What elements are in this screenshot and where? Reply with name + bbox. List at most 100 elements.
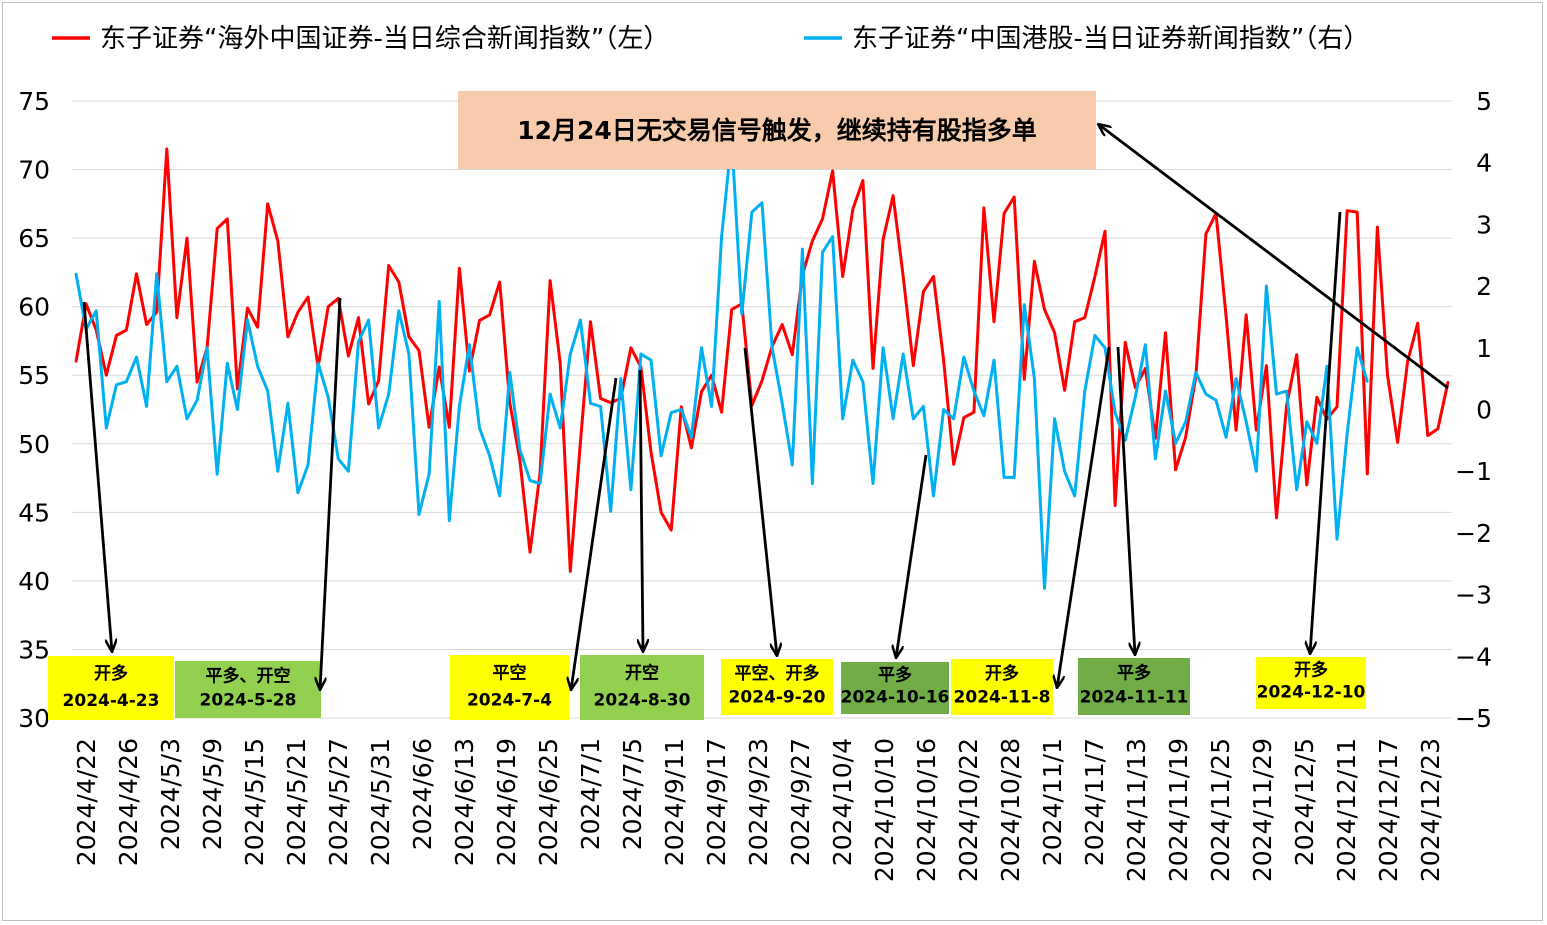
y-right-tick-label: −5 bbox=[1455, 704, 1492, 733]
series-1-point bbox=[982, 206, 986, 210]
series-1-point bbox=[256, 326, 259, 329]
series-1-point bbox=[1396, 441, 1399, 444]
series-2-point bbox=[246, 318, 249, 322]
series-2-point bbox=[1083, 389, 1087, 393]
y-right-tick-label: 5 bbox=[1476, 87, 1492, 116]
series-2-point bbox=[256, 365, 259, 368]
x-tick-label: 2024/12/11 bbox=[1332, 738, 1361, 882]
series-2-point bbox=[589, 402, 592, 405]
series-2-point bbox=[992, 358, 996, 362]
signal-action: 平多 bbox=[878, 665, 912, 686]
series-2-point bbox=[337, 457, 340, 461]
series-1-point bbox=[276, 239, 279, 243]
series-2-point bbox=[1194, 371, 1198, 374]
series-2-point bbox=[125, 380, 128, 383]
series-1-point bbox=[115, 334, 118, 337]
x-tick-label: 2024/7/5 bbox=[618, 738, 647, 850]
x-tick-label: 2024/11/1 bbox=[1038, 738, 1067, 866]
signal-box-5 bbox=[721, 659, 833, 715]
series-2-point bbox=[296, 491, 300, 494]
series-2-point bbox=[1275, 392, 1278, 396]
signal-action: 平多 bbox=[1117, 663, 1151, 684]
series-2-point bbox=[1023, 303, 1026, 306]
series-2-point bbox=[831, 235, 834, 238]
x-tick-label: 2024/4/26 bbox=[114, 738, 143, 866]
series-2-point bbox=[1204, 392, 1208, 396]
series-1-point bbox=[680, 405, 683, 408]
callout-text: 12月24日无交易信号触发，继续持有股指多单 bbox=[517, 116, 1037, 145]
series-2-point bbox=[387, 392, 390, 396]
signal-date: 2024-7-4 bbox=[467, 691, 552, 711]
x-tick-label: 2024/11/29 bbox=[1248, 738, 1277, 882]
series-2-point bbox=[448, 519, 451, 522]
series-2-point bbox=[175, 365, 179, 368]
series-1-point bbox=[1234, 428, 1238, 432]
x-tick-label: 2024/6/6 bbox=[408, 738, 437, 850]
y-right-tick-label: −3 bbox=[1455, 581, 1492, 610]
x-tick-label: 2024/6/13 bbox=[450, 738, 479, 866]
series-2-point bbox=[316, 362, 320, 365]
series-2-point bbox=[1295, 488, 1298, 491]
x-tick-label: 2024/5/21 bbox=[282, 738, 311, 866]
series-2-point bbox=[498, 494, 501, 498]
series-2-point bbox=[1013, 476, 1016, 479]
series-1-point bbox=[377, 379, 380, 382]
series-1-point bbox=[175, 316, 179, 319]
series-1-point bbox=[811, 239, 814, 243]
x-tick-label: 2024/10/16 bbox=[912, 738, 941, 882]
annotation-arrow bbox=[896, 454, 928, 658]
signal-box-6 bbox=[841, 662, 949, 714]
series-1-point bbox=[195, 380, 199, 384]
signal-box-4 bbox=[580, 655, 704, 720]
series-1-point bbox=[952, 463, 955, 466]
series-2-point bbox=[1174, 442, 1177, 445]
series-2-point bbox=[881, 346, 885, 349]
signal-box-8 bbox=[1078, 658, 1190, 715]
series-1-point bbox=[700, 390, 703, 393]
annotation-arrow bbox=[571, 377, 618, 690]
series-1-point bbox=[125, 328, 128, 332]
series-2-point bbox=[962, 355, 965, 359]
series-2-point bbox=[377, 426, 380, 430]
legend-label-1: 东子证券“海外中国证券-当日综合新闻指数”（左） bbox=[100, 24, 669, 54]
signal-date: 2024-5-28 bbox=[200, 690, 297, 710]
series-1-point bbox=[690, 446, 693, 450]
annotation-arrow bbox=[1098, 124, 1449, 390]
callout-box bbox=[458, 91, 1096, 169]
series-1-point bbox=[286, 335, 290, 338]
series-2-point bbox=[74, 272, 78, 275]
series-1-point bbox=[629, 346, 633, 349]
series-1-point bbox=[559, 361, 562, 365]
series-2-point bbox=[417, 513, 421, 516]
series-1-point bbox=[417, 349, 421, 352]
series-1-point bbox=[649, 450, 653, 454]
series-2-point bbox=[690, 436, 693, 439]
series-1-point bbox=[1416, 321, 1419, 325]
series-2-point bbox=[438, 300, 441, 303]
series-1-point bbox=[185, 236, 189, 240]
series-1-point bbox=[1204, 232, 1208, 236]
y-left-tick-label: 40 bbox=[18, 567, 50, 596]
series-1-point bbox=[458, 267, 461, 270]
series-2-point bbox=[821, 251, 824, 254]
x-tick-label: 2024/10/10 bbox=[870, 738, 899, 882]
series-1-point bbox=[720, 411, 723, 414]
series-1-point bbox=[427, 426, 431, 429]
series-2-point bbox=[912, 417, 915, 420]
series-2-point bbox=[579, 318, 582, 322]
series-2-point bbox=[195, 399, 199, 402]
series-1-point bbox=[518, 459, 522, 462]
series-2-point bbox=[458, 405, 461, 408]
series-1-point bbox=[1053, 331, 1056, 334]
series-2-point bbox=[1214, 399, 1218, 402]
series-1-point bbox=[74, 360, 78, 363]
x-tick-label: 2024/10/28 bbox=[996, 738, 1025, 882]
series-2-point bbox=[135, 355, 138, 359]
annotation-arrow bbox=[743, 347, 777, 656]
y-right-tick-label: 1 bbox=[1476, 334, 1492, 363]
series-1-point bbox=[902, 275, 905, 278]
series-2-point bbox=[1184, 420, 1187, 423]
series-1-point bbox=[972, 411, 976, 414]
series-2-point bbox=[952, 417, 955, 420]
